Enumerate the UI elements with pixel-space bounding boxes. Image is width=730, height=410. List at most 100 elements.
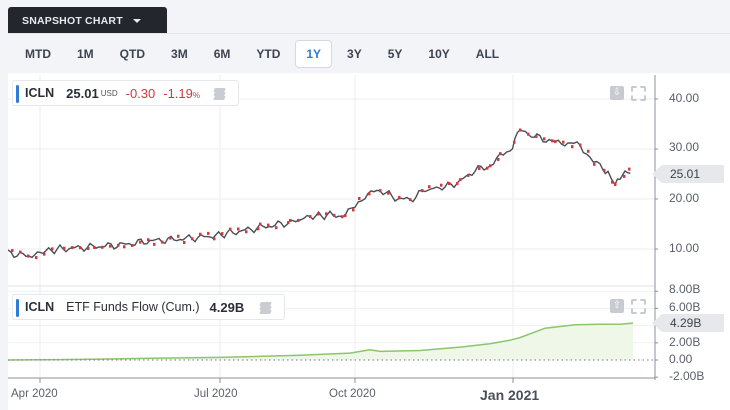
- timeframe-1y[interactable]: 1Y: [295, 39, 333, 68]
- down-candle: [63, 246, 66, 250]
- price-legend: ICLN 25.01 USD -0.30 -1.19%: [12, 80, 240, 106]
- price-change: -0.30: [125, 85, 156, 101]
- down-candle: [344, 214, 347, 218]
- chevron-down-icon: [132, 18, 141, 23]
- timeframe-3y[interactable]: 3Y: [347, 46, 362, 61]
- down-candle: [259, 222, 262, 226]
- down-candle: [489, 164, 492, 168]
- down-candle: [213, 237, 216, 241]
- flow-tick-neg2b: -2.00B: [669, 369, 705, 383]
- down-candle: [571, 145, 574, 149]
- price-change-pct: -1.19%: [163, 86, 200, 101]
- down-candle: [35, 256, 38, 260]
- down-candle: [398, 195, 401, 199]
- chart-plot[interactable]: [8, 73, 730, 410]
- timeframe-5y[interactable]: 5Y: [387, 46, 403, 61]
- flow-line: [8, 322, 634, 361]
- fullscreen-icon[interactable]: [631, 299, 646, 314]
- flow-tick-8b: 8.00B: [669, 282, 701, 296]
- down-candle: [79, 246, 82, 250]
- down-candle: [358, 196, 361, 200]
- price-value: 25.01: [66, 85, 99, 101]
- down-candle: [368, 192, 371, 196]
- timeframe-ytd[interactable]: YTD: [256, 46, 281, 61]
- upload-icon[interactable]: ⇧: [610, 299, 624, 313]
- down-candle: [101, 245, 104, 249]
- down-candle: [139, 240, 142, 244]
- down-candle: [603, 168, 606, 172]
- down-candle: [497, 157, 500, 161]
- y-tick-20: 20.00: [669, 191, 700, 205]
- down-candle: [161, 240, 164, 244]
- download-icon[interactable]: ⇩: [610, 86, 624, 100]
- down-candle: [409, 198, 412, 202]
- flow-value: 4.29B: [209, 299, 245, 315]
- flow-tick-6b: 6.00B: [669, 300, 701, 314]
- down-candle: [169, 236, 172, 240]
- snapshot-chart-tab[interactable]: SNAPSHOT CHART: [8, 7, 167, 34]
- y-tick-40: 40.00: [669, 91, 700, 105]
- down-candle: [562, 140, 565, 144]
- down-candle: [387, 191, 390, 195]
- down-candle: [587, 149, 590, 153]
- down-candle: [183, 241, 186, 245]
- down-candle: [352, 208, 355, 212]
- down-candle: [421, 189, 424, 193]
- layers-icon[interactable]: [212, 87, 228, 100]
- down-candle: [527, 132, 530, 136]
- change-pct-value: -1.19: [163, 85, 193, 101]
- current-flow-tag: 4.29B: [652, 314, 724, 332]
- down-candle: [579, 143, 582, 147]
- snapshot-chart-label: SNAPSHOT CHART: [22, 14, 123, 27]
- down-candle: [109, 244, 112, 248]
- down-candle: [513, 140, 516, 144]
- down-candle: [317, 212, 320, 216]
- flow-area: [8, 323, 633, 360]
- timeframe-1m[interactable]: 1M: [77, 46, 94, 61]
- down-candle: [123, 245, 126, 249]
- down-candle: [379, 189, 382, 193]
- down-candle: [257, 227, 260, 231]
- down-candle: [27, 254, 30, 258]
- down-candle: [623, 174, 626, 178]
- timeframe-mtd[interactable]: MTD: [25, 46, 51, 61]
- down-candle: [87, 246, 90, 250]
- timeframe-qtd[interactable]: QTD: [119, 46, 146, 61]
- series-color-bar: [16, 299, 19, 317]
- current-price-tag: 25.01: [652, 165, 724, 183]
- down-candle: [486, 166, 489, 170]
- down-candle: [177, 234, 180, 238]
- down-candle: [207, 231, 210, 235]
- down-candle: [229, 227, 232, 231]
- down-candle: [309, 215, 312, 219]
- down-candle: [551, 139, 554, 143]
- down-candle: [153, 242, 156, 246]
- timeframe-10y[interactable]: 10Y: [428, 46, 450, 61]
- down-candle: [131, 243, 134, 247]
- y-tick-30: 30.00: [669, 140, 700, 154]
- chart-area[interactable]: ICLN 25.01 USD -0.30 -1.19% ⇩ ICLN ETF F…: [8, 73, 730, 410]
- down-candle: [43, 252, 46, 256]
- down-candle: [554, 140, 557, 144]
- down-candle: [51, 247, 54, 251]
- down-candle: [199, 232, 202, 236]
- down-candle: [93, 245, 96, 249]
- layers-icon[interactable]: [258, 301, 274, 314]
- down-candle: [267, 223, 270, 227]
- down-candle: [611, 180, 614, 184]
- fullscreen-icon[interactable]: [631, 86, 646, 101]
- down-candle: [275, 226, 278, 230]
- down-candle: [535, 134, 538, 138]
- timeframe-6m[interactable]: 6M: [213, 46, 231, 61]
- down-candle: [19, 250, 22, 254]
- flow-legend: ICLN ETF Funds Flow (Cum.) 4.29B: [12, 294, 286, 320]
- down-candle: [448, 182, 451, 186]
- down-candle: [71, 246, 74, 250]
- down-candle: [341, 215, 344, 219]
- timeframe-all[interactable]: ALL: [475, 46, 500, 61]
- flow-series-name: ETF Funds Flow (Cum.): [66, 300, 200, 314]
- x-tick-jan-2021: Jan 2021: [480, 387, 540, 403]
- down-candle: [467, 173, 470, 177]
- timeframe-3m[interactable]: 3M: [171, 46, 188, 61]
- down-candle: [499, 152, 502, 156]
